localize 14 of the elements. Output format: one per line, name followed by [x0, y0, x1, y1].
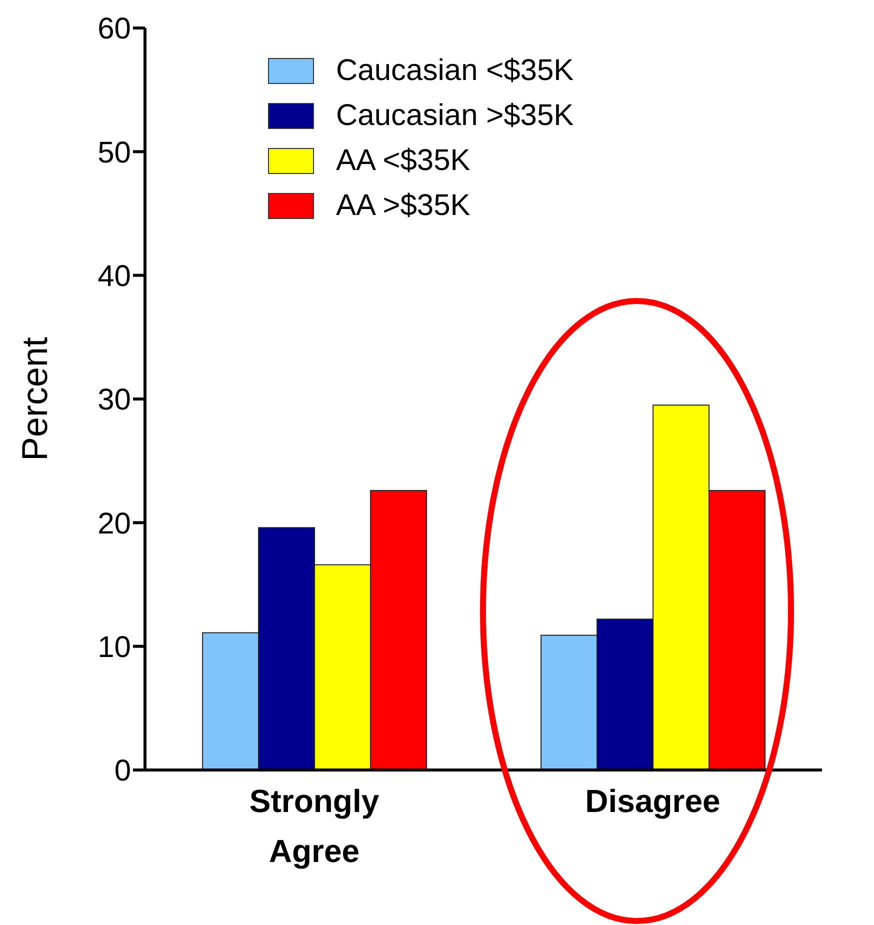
y-axis-title: Percent: [14, 336, 55, 462]
legend-label: AA >$35K: [336, 188, 470, 222]
y-tick-label: 50: [98, 136, 131, 170]
legend-label: Caucasian >$35K: [336, 98, 574, 132]
x-tick-label: Disagree: [585, 783, 720, 819]
x-tick-label: Strongly Agree: [249, 783, 380, 869]
y-tick-label: 10: [98, 630, 131, 664]
y-tick-label: 40: [98, 260, 131, 293]
legend-label: AA <$35K: [336, 144, 470, 178]
legend-label: Caucasian <$35K: [336, 54, 574, 88]
y-tick-label: 30: [98, 384, 131, 417]
y-tick-label: 0: [114, 754, 131, 788]
y-tick-label: 20: [98, 507, 131, 540]
y-tick-label: 60: [98, 12, 131, 46]
